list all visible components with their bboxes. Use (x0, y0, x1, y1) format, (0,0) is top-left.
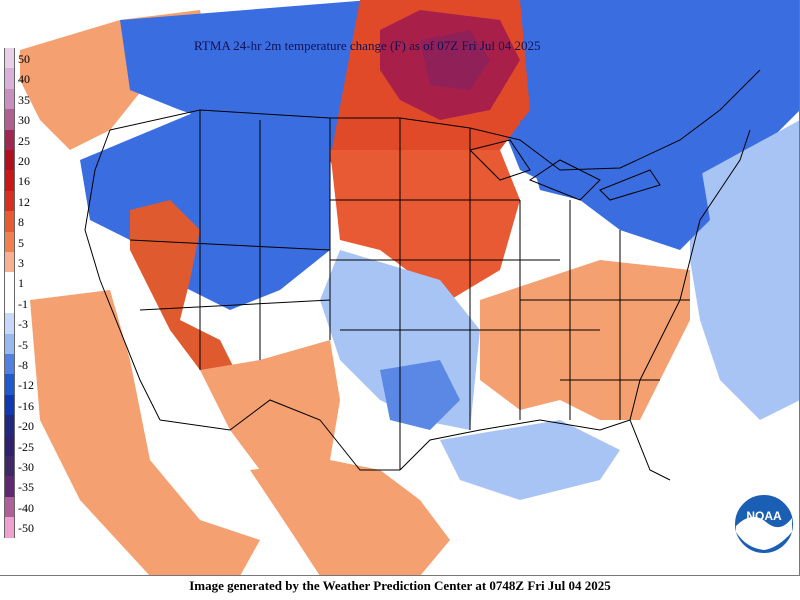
atlantic-cool-region (690, 120, 799, 420)
legend-swatch (4, 517, 15, 538)
state-lines-west (129, 110, 331, 370)
legend-label: 5 (18, 235, 24, 250)
legend-swatch (4, 231, 15, 252)
western-canada-cold-region (120, 0, 370, 160)
legend-label: -50 (18, 521, 34, 536)
legend-swatch (4, 394, 15, 416)
legend-swatch (4, 252, 15, 273)
atlantic-coastline (629, 129, 751, 421)
gulf-cool-region (440, 420, 620, 500)
legend-label: -35 (18, 480, 34, 495)
legend-label: -30 (18, 460, 34, 474)
legend-swatch (4, 496, 15, 518)
legend-label: 8 (18, 215, 24, 230)
legend-swatch (4, 190, 15, 212)
legend-label: -1 (18, 296, 28, 311)
noaa-logo-text: NOAA (746, 509, 782, 523)
legend-label: -8 (18, 358, 28, 372)
great-lakes-outline (469, 139, 661, 201)
legend-label: 3 (18, 256, 24, 270)
great-basin-warm-region (130, 200, 240, 380)
legend-swatch (4, 170, 15, 191)
legend-label: -3 (18, 317, 28, 332)
state-lines-east (519, 200, 690, 420)
plains-midwest-warm-region (330, 150, 520, 300)
legend-label: -12 (18, 378, 34, 393)
boundary-lines (84, 69, 761, 481)
legend-swatch (4, 211, 15, 232)
prairies-hot-center (420, 30, 490, 90)
legend-label: -20 (18, 419, 34, 434)
legend-swatch (4, 88, 15, 110)
legend-label: -25 (18, 439, 34, 454)
noaa-logo: NOAA (733, 493, 795, 555)
legend-swatch (4, 68, 15, 89)
legend-swatch (4, 272, 15, 293)
legend-swatch (4, 129, 15, 150)
legend-label: 30 (18, 113, 30, 128)
legend-label: 1 (18, 276, 24, 291)
legend-swatch (4, 415, 15, 436)
legend-swatch (4, 109, 15, 130)
pacific-south-warm-region (30, 290, 260, 575)
noaa-logo-bird (736, 516, 792, 550)
legend-swatch (4, 292, 15, 314)
legend-swatch (4, 435, 15, 456)
southwest-warm-region (200, 340, 340, 480)
temperature-change-map (20, 0, 799, 575)
legend-label: 20 (18, 154, 30, 168)
northwest-cold-region (80, 110, 330, 310)
footer-credit: Image generated by the Weather Predictio… (189, 578, 611, 593)
great-lakes-cold-region (520, 120, 710, 250)
us-mexico-border (159, 399, 400, 471)
mexico-warm-region (250, 460, 450, 575)
legend-swatch (4, 374, 15, 395)
us-canada-border (109, 69, 761, 171)
legend-swatch (4, 48, 15, 69)
pacific-coastline (84, 129, 161, 421)
legend-label: -16 (18, 398, 34, 413)
legend-label: 25 (18, 133, 30, 148)
legend-swatch (4, 333, 15, 354)
legend-label: 16 (18, 174, 30, 189)
legend-swatch (4, 313, 15, 334)
legend-swatch (4, 354, 15, 375)
legend-label: 35 (18, 92, 30, 107)
legend-swatch (4, 476, 15, 497)
legend-label: -5 (18, 337, 28, 352)
legend-swatch (4, 456, 15, 477)
legend-label: -40 (18, 500, 34, 515)
gulf-coastline (399, 419, 671, 481)
legend-swatch (4, 150, 15, 171)
map-frame (0, 0, 800, 576)
map-title: RTMA 24-hr 2m temperature change (F) as … (194, 38, 541, 53)
legend-label: 40 (18, 72, 30, 87)
legend-label: 50 (18, 52, 30, 66)
state-lines-central (330, 118, 600, 470)
legend-label: 12 (18, 194, 30, 209)
